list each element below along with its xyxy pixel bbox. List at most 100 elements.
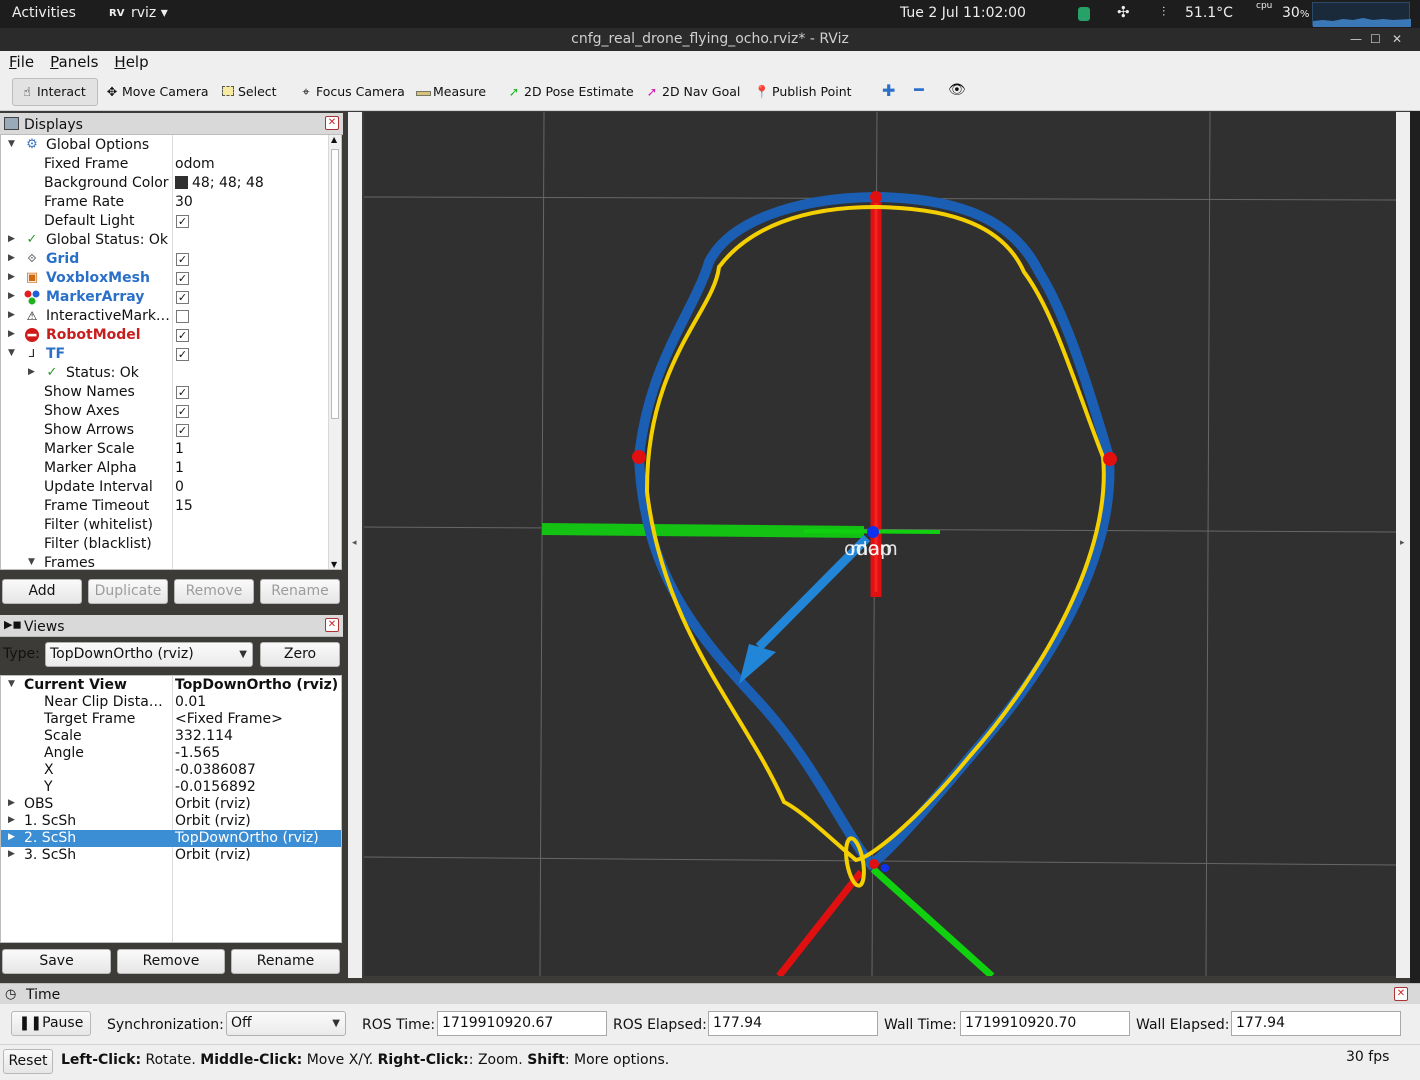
tree-row-frame-timeout[interactable]: Frame Timeout 15 bbox=[1, 497, 329, 516]
tree-row-grid[interactable]: ▶ ⟐ Grid ✓ bbox=[1, 250, 329, 269]
tray-app-icon[interactable] bbox=[1078, 7, 1090, 21]
tree-row-angle[interactable]: Angle -1.565 bbox=[1, 745, 341, 762]
displays-scrollbar[interactable]: ▲ ▼ bbox=[328, 135, 341, 569]
row-value[interactable]: 48; 48; 48 bbox=[175, 175, 264, 191]
left-dock-collapse-bar[interactable]: ◂ bbox=[348, 112, 362, 978]
row-value[interactable]: odom bbox=[175, 156, 215, 172]
row-value[interactable]: 332.114 bbox=[175, 728, 233, 744]
checkbox-checked[interactable]: ✓ bbox=[176, 291, 189, 304]
reset-button[interactable]: Reset bbox=[3, 1049, 53, 1074]
checkbox-checked[interactable]: ✓ bbox=[176, 424, 189, 437]
views-panel-header[interactable]: ▶◼ Views ✕ bbox=[0, 615, 343, 637]
pose-estimate-tool-button[interactable]: ➚ 2D Pose Estimate bbox=[500, 78, 640, 106]
tree-row-scsh-2-selected[interactable]: ▶ 2. ScSh TopDownOrtho (rviz) bbox=[1, 830, 341, 847]
collapsed-arrow-icon[interactable]: ▶ bbox=[8, 291, 15, 301]
tree-row-default-light[interactable]: Default Light ✓ bbox=[1, 212, 329, 231]
ros-elapsed-field[interactable]: 177.94 bbox=[708, 1011, 878, 1036]
tree-row-obs[interactable]: ▶ OBS Orbit (rviz) bbox=[1, 796, 341, 813]
eye-icon[interactable]: 👁 bbox=[948, 82, 966, 98]
tree-row-show-arrows[interactable]: Show Arrows ✓ bbox=[1, 421, 329, 440]
tree-row-fixed-frame[interactable]: Fixed Frame odom bbox=[1, 155, 329, 174]
expanded-arrow-icon[interactable]: ▼ bbox=[28, 557, 35, 567]
scrollbar-thumb[interactable] bbox=[331, 149, 339, 419]
tree-row-current-view[interactable]: ▼ Current View TopDownOrtho (rviz) bbox=[1, 677, 341, 694]
tree-row-voxblox-mesh[interactable]: ▶ ▣ VoxbloxMesh ✓ bbox=[1, 269, 329, 288]
checkbox-checked[interactable]: ✓ bbox=[176, 386, 189, 399]
tree-row-background-color[interactable]: Background Color 48; 48; 48 bbox=[1, 174, 329, 193]
tree-row-y[interactable]: Y -0.0156892 bbox=[1, 779, 341, 796]
select-tool-button[interactable]: Select bbox=[214, 78, 283, 106]
close-icon[interactable]: ✕ bbox=[325, 618, 339, 632]
tree-row-filter-whitelist[interactable]: Filter (whitelist) bbox=[1, 516, 329, 535]
focus-camera-tool-button[interactable]: ⌖ Focus Camera bbox=[292, 78, 411, 106]
tree-row-target-frame[interactable]: Target Frame <Fixed Frame> bbox=[1, 711, 341, 728]
tree-row-robot-model[interactable]: ▶ RobotModel ✓ bbox=[1, 326, 329, 345]
row-value[interactable]: -1.565 bbox=[175, 745, 221, 761]
displays-panel-header[interactable]: Displays ✕ bbox=[0, 113, 343, 135]
remove-display-button[interactable]: Remove bbox=[174, 579, 254, 604]
move-camera-tool-button[interactable]: ✥ Move Camera bbox=[98, 78, 215, 106]
publish-point-tool-button[interactable]: 📍 Publish Point bbox=[748, 78, 858, 106]
checkbox-checked[interactable]: ✓ bbox=[176, 405, 189, 418]
scroll-up-icon[interactable]: ▲ bbox=[331, 135, 338, 144]
remove-view-button[interactable]: Remove bbox=[117, 949, 225, 974]
expanded-arrow-icon[interactable]: ▼ bbox=[8, 348, 15, 358]
tree-row-global-options[interactable]: ▼ ⚙ Global Options bbox=[1, 136, 329, 155]
checkbox-checked[interactable]: ✓ bbox=[176, 215, 189, 228]
scroll-down-icon[interactable]: ▼ bbox=[331, 560, 338, 569]
ros-time-field[interactable]: 1719910920.67 bbox=[437, 1011, 607, 1036]
collapsed-arrow-icon[interactable]: ▶ bbox=[8, 815, 15, 825]
view-type-select[interactable]: TopDownOrtho (rviz) ▼ bbox=[45, 642, 253, 667]
tree-row-tf[interactable]: ▼ ⅃ TF ✓ bbox=[1, 345, 329, 364]
collapsed-arrow-icon[interactable]: ▶ bbox=[8, 798, 15, 808]
save-view-button[interactable]: Save bbox=[2, 949, 111, 974]
remove-tool-icon[interactable]: ━ bbox=[914, 80, 924, 99]
cpu-readout[interactable]: 30% bbox=[1282, 5, 1309, 21]
tree-row-global-status[interactable]: ▶ ✓ Global Status: Ok bbox=[1, 231, 329, 250]
row-value[interactable]: 30 bbox=[175, 194, 193, 210]
tree-row-frame-rate[interactable]: Frame Rate 30 bbox=[1, 193, 329, 212]
menu-file[interactable]: File bbox=[9, 53, 35, 71]
row-value[interactable]: 0.01 bbox=[175, 694, 207, 710]
tree-row-x[interactable]: X -0.0386087 bbox=[1, 762, 341, 779]
close-icon[interactable]: ✕ bbox=[1392, 32, 1403, 46]
right-dock-collapse-bar[interactable]: ▸ bbox=[1396, 112, 1410, 978]
chevron-left-icon[interactable]: ◂ bbox=[352, 538, 357, 548]
tree-row-near-clip[interactable]: Near Clip Dista… 0.01 bbox=[1, 694, 341, 711]
tree-row-interactive-markers[interactable]: ▶ ⚠ InteractiveMark… bbox=[1, 307, 329, 326]
row-value[interactable]: 1 bbox=[175, 441, 184, 457]
tree-row-frames[interactable]: ▼ Frames bbox=[1, 554, 329, 569]
row-value[interactable]: <Fixed Frame> bbox=[175, 711, 283, 727]
tree-row-tf-status[interactable]: ▶ ✓ Status: Ok bbox=[1, 364, 329, 383]
tree-row-marker-scale[interactable]: Marker Scale 1 bbox=[1, 440, 329, 459]
tree-row-marker-array[interactable]: ▶ MarkerArray ✓ bbox=[1, 288, 329, 307]
tree-row-update-interval[interactable]: Update Interval 0 bbox=[1, 478, 329, 497]
collapsed-arrow-icon[interactable]: ▶ bbox=[8, 253, 15, 263]
zero-view-button[interactable]: Zero bbox=[260, 642, 340, 667]
checkbox-checked[interactable]: ✓ bbox=[176, 253, 189, 266]
close-icon[interactable]: ✕ bbox=[1394, 987, 1408, 1001]
clock[interactable]: Tue 2 Jul 11:02:00 bbox=[900, 5, 1026, 21]
checkbox-checked[interactable]: ✓ bbox=[176, 329, 189, 342]
collapsed-arrow-icon[interactable]: ▶ bbox=[8, 234, 15, 244]
cpu-graph[interactable] bbox=[1312, 2, 1411, 27]
tree-row-marker-alpha[interactable]: Marker Alpha 1 bbox=[1, 459, 329, 478]
rename-view-button[interactable]: Rename bbox=[231, 949, 340, 974]
row-value[interactable]: -0.0386087 bbox=[175, 762, 256, 778]
expanded-arrow-icon[interactable]: ▼ bbox=[8, 139, 15, 149]
collapsed-arrow-icon[interactable]: ▶ bbox=[28, 367, 35, 377]
sync-select[interactable]: Off ▼ bbox=[226, 1011, 346, 1036]
wall-elapsed-field[interactable]: 177.94 bbox=[1231, 1011, 1401, 1036]
time-panel-header[interactable]: ◷ Time ✕ bbox=[0, 983, 1420, 1004]
nav-goal-tool-button[interactable]: ➚ 2D Nav Goal bbox=[638, 78, 746, 106]
tree-row-scale[interactable]: Scale 332.114 bbox=[1, 728, 341, 745]
render-viewport[interactable]: map odom bbox=[364, 112, 1396, 976]
tree-row-scsh-3[interactable]: ▶ 3. ScSh Orbit (rviz) bbox=[1, 847, 341, 864]
chevron-right-icon[interactable]: ▸ bbox=[1400, 538, 1405, 548]
maximize-icon[interactable]: ☐ bbox=[1370, 32, 1381, 46]
tree-row-show-names[interactable]: Show Names ✓ bbox=[1, 383, 329, 402]
temperature-readout[interactable]: 51.1°C bbox=[1185, 5, 1233, 21]
measure-tool-button[interactable]: Measure bbox=[409, 78, 492, 106]
menu-help[interactable]: Help bbox=[114, 53, 149, 71]
app-menu[interactable]: rviz ▾ bbox=[131, 5, 168, 21]
